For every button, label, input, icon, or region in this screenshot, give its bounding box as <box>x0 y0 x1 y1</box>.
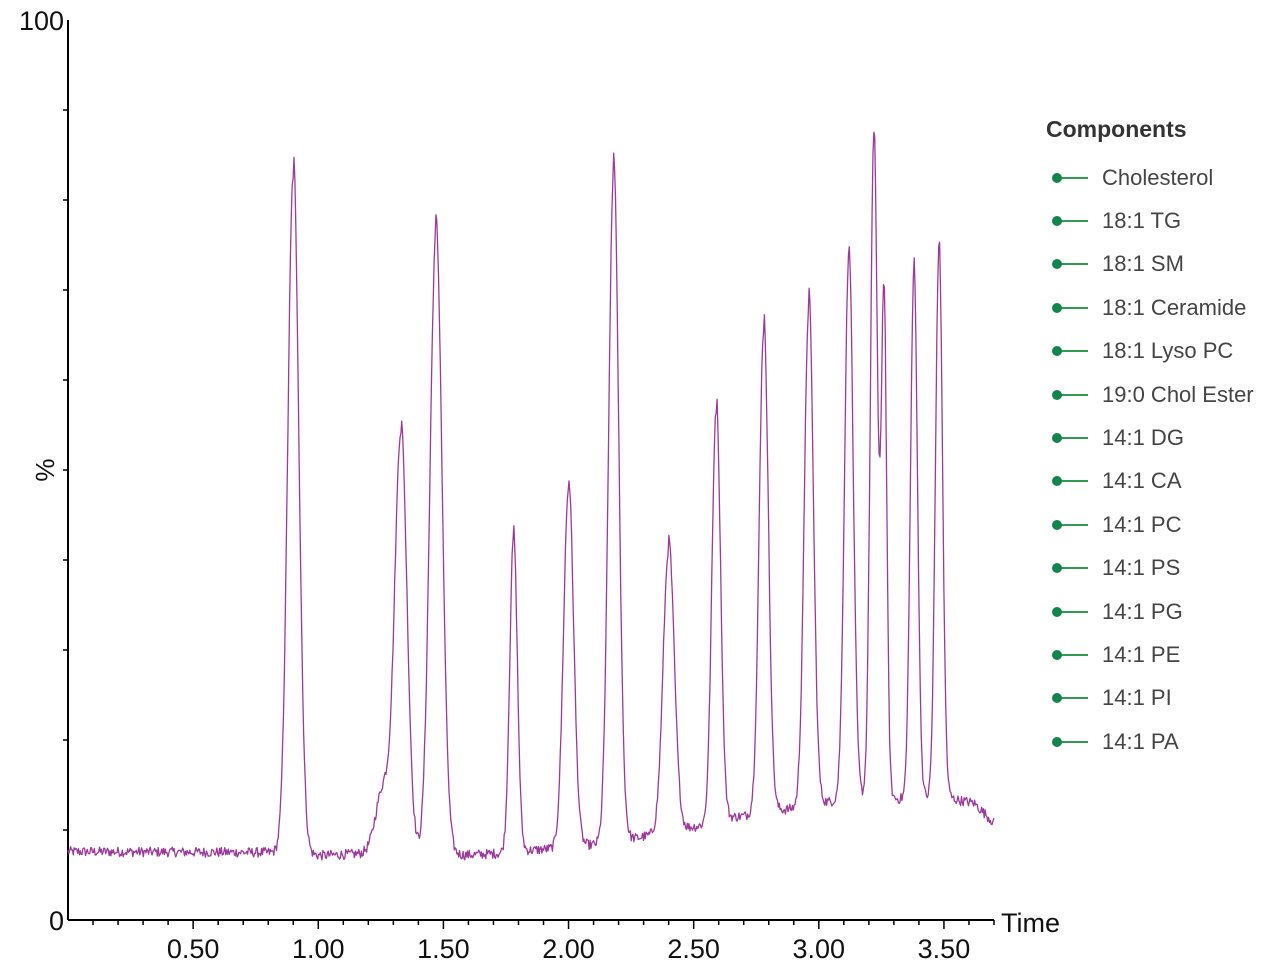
x-tick-label: 2.00 <box>542 934 595 964</box>
chart-ticks: 0.50 1.00 1.50 2.00 2.50 3.00 3.50 0 100 <box>19 6 995 964</box>
legend-label: 19:0 Chol Ester <box>1102 381 1254 407</box>
legend-marker-icon <box>1052 298 1088 318</box>
legend-label: 14:1 DG <box>1102 425 1184 451</box>
y-tick-label: 0 <box>49 906 64 936</box>
legend-item: 14:1 PI <box>1046 677 1272 720</box>
legend-marker-icon <box>1052 211 1088 231</box>
legend-label: 14:1 PA <box>1102 728 1179 754</box>
legend-marker-icon <box>1052 385 1088 405</box>
legend-title: Components <box>1046 116 1187 142</box>
x-axis-title: Time <box>1001 908 1060 938</box>
x-tick-label: 1.00 <box>292 934 345 964</box>
legend-label: 14:1 PI <box>1102 685 1172 711</box>
x-tick-label: 0.50 <box>167 934 220 964</box>
legend-label: Cholesterol <box>1102 164 1214 190</box>
legend-marker-icon <box>1052 645 1088 665</box>
legend-marker-icon <box>1052 558 1088 578</box>
legend-label: 14:1 PG <box>1102 598 1183 624</box>
legend-marker-icon <box>1052 254 1088 274</box>
legend-marker-icon <box>1052 688 1088 708</box>
legend-marker-icon <box>1052 428 1088 448</box>
y-axis-title: % <box>30 458 60 481</box>
legend-item: 14:1 PA <box>1046 720 1272 763</box>
legend-label: 14:1 CA <box>1102 468 1182 494</box>
legend-item: 18:1 Ceramide <box>1046 286 1272 329</box>
chromatogram-trace <box>67 131 995 861</box>
legend-item: 14:1 CA <box>1046 460 1272 503</box>
legend-items: Cholesterol 18:1 TG 18:1 SM 18:1 Ceramide 18… <box>1046 156 1272 763</box>
legend-item: 14:1 DG <box>1046 416 1272 459</box>
legend-item: 14:1 PC <box>1046 503 1272 546</box>
legend-item: 14:1 PS <box>1046 547 1272 590</box>
legend-item: 18:1 Lyso PC <box>1046 330 1272 373</box>
legend-label: 18:1 SM <box>1102 251 1184 277</box>
x-tick-label: 2.50 <box>667 934 720 964</box>
x-tick-label: 1.50 <box>417 934 470 964</box>
y-tick-label: 100 <box>19 6 64 36</box>
legend-label: 18:1 Lyso PC <box>1102 338 1234 364</box>
legend-marker-icon <box>1052 471 1088 491</box>
legend-marker-icon <box>1052 168 1088 188</box>
legend-label: 14:1 PC <box>1102 511 1182 537</box>
legend-marker-icon <box>1052 732 1088 752</box>
legend-label: 14:1 PS <box>1102 555 1181 581</box>
legend-item: 18:1 SM <box>1046 243 1272 286</box>
x-tick-label: 3.00 <box>793 934 846 964</box>
legend-label: 14:1 PE <box>1102 641 1181 667</box>
legend-marker-icon <box>1052 515 1088 535</box>
legend-item: 14:1 PG <box>1046 590 1272 633</box>
x-tick-label: 3.50 <box>918 934 971 964</box>
legend-item: 19:0 Chol Ester <box>1046 373 1272 416</box>
legend-label: 18:1 Ceramide <box>1102 294 1247 320</box>
chart-axes: Time% <box>30 20 1060 938</box>
legend-label: 18:1 TG <box>1102 208 1182 234</box>
legend-item: Cholesterol <box>1046 156 1272 199</box>
components-legend: Components Cholesterol 18:1 TG 18:1 SM 18:1… <box>1046 114 1272 763</box>
chart-trace-group <box>67 131 995 861</box>
legend-item: 14:1 PE <box>1046 633 1272 676</box>
legend-marker-icon <box>1052 341 1088 361</box>
legend-marker-icon <box>1052 602 1088 622</box>
legend-item: 18:1 TG <box>1046 199 1272 242</box>
